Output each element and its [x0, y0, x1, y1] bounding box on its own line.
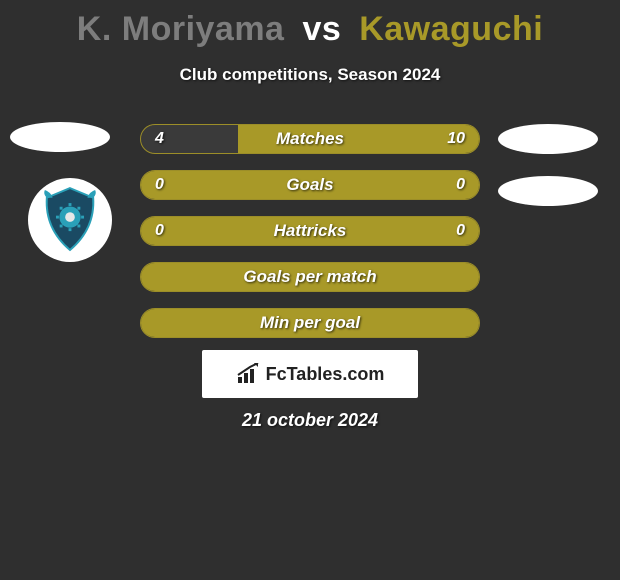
stat-bar-hattricks: 0 0 Hattricks [140, 216, 480, 246]
player2-avatar-placeholder-2 [498, 176, 598, 206]
stat-bar-goals: 0 0 Goals [140, 170, 480, 200]
stat-bar-matches: 4 10 Matches [140, 124, 480, 154]
player1-avatar-placeholder [10, 122, 110, 152]
stat-label: Hattricks [274, 221, 347, 241]
stat-bar-goals-per-match: Goals per match [140, 262, 480, 292]
stat-bar-min-per-goal: Min per goal [140, 308, 480, 338]
stat-label: Goals per match [243, 267, 376, 287]
comparison-title: K. Moriyama vs Kawaguchi [0, 0, 620, 49]
branding-badge: FcTables.com [202, 350, 418, 398]
stat-left-value: 4 [155, 130, 164, 148]
stat-left-value: 0 [155, 176, 164, 194]
branding-chart-icon [236, 363, 260, 385]
stats-bars: 4 10 Matches 0 0 Goals 0 0 Hattricks Goals per ma… [140, 124, 480, 354]
stat-label: Min per goal [260, 313, 360, 333]
subtitle: Club competitions, Season 2024 [0, 65, 620, 85]
vs-text: vs [302, 10, 341, 48]
club-crest [28, 178, 112, 262]
player2-avatar-placeholder-1 [498, 124, 598, 154]
stat-right-value: 10 [447, 130, 465, 148]
stat-right-value: 0 [456, 222, 465, 240]
stat-left-value: 0 [155, 222, 164, 240]
crest-icon [41, 186, 99, 254]
snapshot-date: 21 october 2024 [242, 410, 378, 431]
stat-label: Goals [286, 175, 333, 195]
stat-label: Matches [276, 129, 344, 149]
player2-name: Kawaguchi [359, 10, 543, 48]
player1-name: K. Moriyama [77, 10, 285, 48]
stat-right-value: 0 [456, 176, 465, 194]
branding-text: FcTables.com [266, 364, 385, 385]
